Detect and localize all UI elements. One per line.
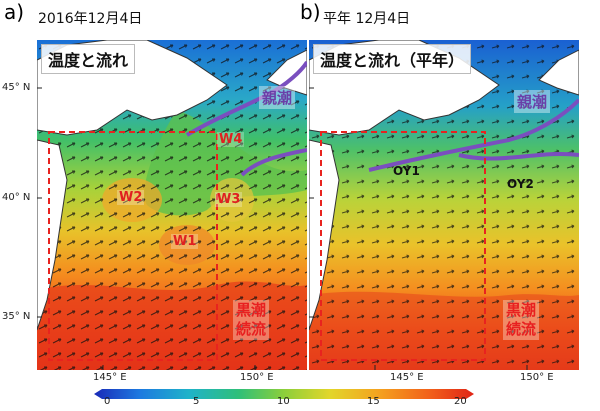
kuroshio-label-a: 黒潮 続流	[233, 300, 270, 340]
lat-tick-35: 35° N	[2, 311, 31, 322]
panel-a-letter: a)	[4, 0, 25, 24]
land-honshu-a	[37, 139, 68, 331]
lon-tick-b-150: 150° E	[520, 372, 554, 383]
land-honshu-b	[309, 139, 340, 331]
map-panel-b: 温度と流れ（平年） 親潮 OY1 OY2 黒潮 続流	[309, 40, 579, 370]
colorbar-tick-0: 0	[104, 396, 111, 407]
panel-b-letter: b)	[300, 0, 321, 24]
colorbar-tick-20: 20	[454, 396, 467, 407]
panel-a-title: 温度と流れ	[41, 44, 136, 74]
lon-tick-a-145: 145° E	[93, 372, 127, 383]
eddy-label-w3: W3	[215, 192, 243, 207]
kuroshio-label-a-line1: 黒潮	[236, 301, 267, 319]
colorbar-svg	[94, 389, 474, 399]
lon-tick-b-145: 145° E	[390, 372, 424, 383]
eddy-label-w2: W2	[117, 190, 145, 205]
kuroshio-label-b-line1: 黒潮	[506, 301, 537, 319]
colorbar-tick-10: 10	[277, 396, 290, 407]
colorbar-tick-5: 5	[193, 396, 200, 407]
panel-b-date: 平年 12月4日	[323, 11, 411, 27]
intrusion-label-oy1: OY1	[393, 164, 420, 178]
oyashio-label-b: 親潮	[514, 90, 551, 113]
kuroshio-label-a-line2: 続流	[236, 320, 267, 338]
map-a-svg	[37, 40, 307, 370]
kuroshio-label-b-line2: 続流	[506, 320, 537, 338]
panel-a-date: 2016年12月4日	[38, 11, 143, 27]
kuroshio-label-b: 黒潮 続流	[503, 300, 540, 340]
map-b-svg	[309, 40, 579, 370]
map-panel-a: 温度と流れ 親潮 W4 W2 W3 W1 黒潮 続流	[37, 40, 307, 370]
intrusion-label-oy2: OY2	[507, 177, 534, 191]
lat-tick-45: 45° N	[2, 82, 31, 93]
lat-tick-40: 40° N	[2, 192, 31, 203]
panel-b-title: 温度と流れ（平年）	[313, 44, 472, 74]
colorbar	[94, 384, 474, 399]
eddy-label-w1: W1	[171, 234, 199, 249]
colorbar-tick-15: 15	[367, 396, 380, 407]
eddy-label-w4: W4	[217, 132, 245, 147]
oyashio-label-a: 親潮	[259, 86, 296, 109]
lon-tick-a-150: 150° E	[240, 372, 274, 383]
